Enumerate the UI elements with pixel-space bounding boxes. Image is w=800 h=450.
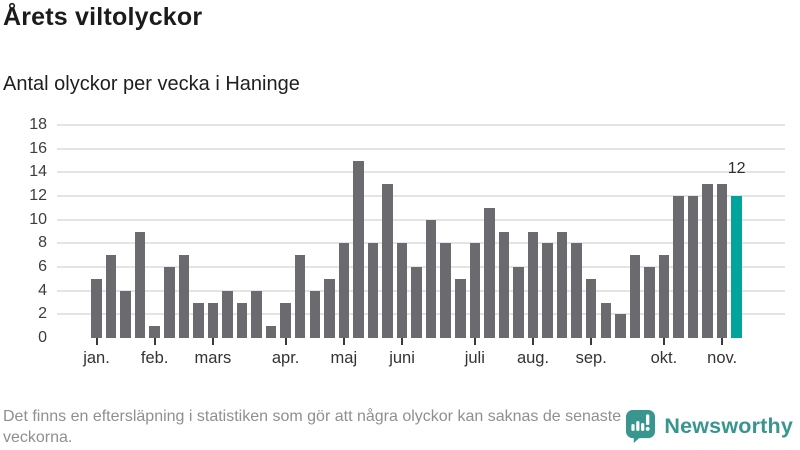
x-tick-juli — [473, 338, 476, 345]
bar-week-2 — [105, 255, 117, 338]
bar-chart-plot-area: jan. feb. mars apr. maj juni juli aug. sep. okt. n… — [57, 124, 785, 367]
newsworthy-wordmark: Newsworthy — [664, 414, 793, 438]
bar-week-26 — [455, 278, 466, 338]
x-tick-label-feb: feb. — [140, 349, 169, 367]
bar-week-25 — [440, 243, 451, 338]
bar-week-44 — [716, 184, 728, 338]
bar-week-37 — [615, 314, 626, 338]
bar-week-18 — [338, 243, 350, 338]
x-tick-label-juli: juli — [464, 349, 485, 367]
bar-week-4 — [134, 231, 146, 338]
bar-week-21 — [382, 184, 393, 338]
bar-week-41 — [673, 196, 684, 338]
bar-week-29 — [498, 231, 510, 338]
bar-week-43 — [702, 184, 713, 338]
bar-week-40 — [658, 255, 670, 338]
bar-week-34 — [571, 243, 582, 338]
bar-week-31 — [527, 231, 539, 338]
x-tick-label-okt: okt. — [650, 349, 678, 367]
bar-week-13 — [265, 326, 277, 338]
x-tick-okt — [662, 338, 665, 345]
x-tick-apr — [284, 338, 287, 345]
x-tick-label-jan: jan. — [83, 349, 110, 367]
y-tick-label-12: 12 — [29, 187, 47, 204]
bar-week-1 — [91, 278, 102, 338]
bar-week-3 — [120, 290, 131, 338]
bar-week-24 — [425, 219, 437, 338]
gridline-y-16 — [57, 147, 785, 150]
y-tick-label-4: 4 — [38, 281, 47, 299]
bar-week-33 — [556, 231, 568, 338]
bar-week-6 — [164, 267, 175, 338]
bar-week-7 — [178, 255, 190, 338]
gridline-y-14 — [57, 171, 785, 174]
bar-week-28 — [484, 207, 495, 338]
y-tick-label-10: 10 — [29, 210, 47, 228]
bar-week-20 — [367, 243, 379, 338]
x-tick-label-sep: sep. — [575, 349, 607, 367]
bar-week-30 — [513, 267, 524, 338]
bar-week-11 — [236, 302, 248, 338]
bar-week-36 — [600, 302, 611, 338]
gridline-y-18 — [57, 124, 785, 126]
bar-week-9 — [207, 302, 219, 338]
page-title: Årets viltolyckor — [3, 3, 203, 31]
footnote: Det finns en eftersläpning i statistiken… — [3, 408, 622, 446]
bar-week-10 — [222, 290, 233, 338]
bar-week-5 — [149, 326, 160, 338]
gridline-y-12 — [57, 195, 785, 197]
newsworthy-speech-bubble-chart-icon — [625, 409, 656, 444]
bar-week-42 — [687, 196, 699, 338]
bar-week-23 — [411, 267, 422, 338]
x-tick-label-apr: apr. — [271, 349, 300, 367]
x-tick-jan — [95, 338, 98, 345]
x-tick-feb — [153, 338, 156, 345]
x-tick-aug — [532, 338, 534, 345]
y-tick-label-14: 14 — [29, 163, 47, 181]
bar-week-35 — [585, 278, 597, 338]
bar-week-14 — [280, 302, 291, 338]
y-tick-label-0: 0 — [38, 329, 47, 346]
x-tick-mars — [211, 338, 214, 345]
y-tick-label-18: 18 — [29, 116, 47, 133]
y-axis: 0 2 4 6 8 10 12 14 16 18 — [0, 116, 47, 346]
x-tick-label-mars: mars — [194, 349, 232, 367]
x-tick-juni — [401, 338, 404, 345]
x-tick-label-juni: juni — [389, 349, 415, 367]
bar-week-16 — [309, 290, 320, 338]
x-tick-maj — [342, 338, 345, 345]
bar-week-27 — [469, 243, 481, 338]
gridline-y-8 — [57, 242, 785, 245]
bar-week-39 — [644, 267, 655, 338]
y-tick-label-16: 16 — [29, 139, 47, 157]
last-bar-value-label: 12 — [727, 160, 746, 177]
bar-week-22 — [396, 243, 408, 338]
x-tick-label-nov: nov. — [707, 349, 738, 367]
x-tick-sep — [590, 338, 593, 345]
y-tick-label-8: 8 — [38, 234, 47, 252]
bar-week-15 — [294, 255, 306, 338]
gridline-y-10 — [57, 218, 785, 221]
bar-week-38 — [629, 255, 641, 338]
chart-subtitle: Antal olyckor per vecka i Haninge — [3, 73, 300, 95]
bar-week-17 — [324, 278, 335, 338]
bar-week-32 — [542, 243, 553, 338]
highlighted-bar-week-45 — [731, 196, 742, 338]
y-tick-label-6: 6 — [38, 258, 47, 275]
x-tick-nov — [721, 338, 724, 345]
x-tick-label-aug: aug. — [516, 349, 550, 367]
x-tick-label-maj: maj — [330, 349, 358, 367]
newsworthy-logo: Newsworthy — [625, 409, 793, 444]
y-tick-label-2: 2 — [38, 305, 47, 323]
bar-week-12 — [251, 290, 262, 338]
bar-week-19 — [353, 160, 364, 338]
bar-week-8 — [193, 302, 204, 338]
